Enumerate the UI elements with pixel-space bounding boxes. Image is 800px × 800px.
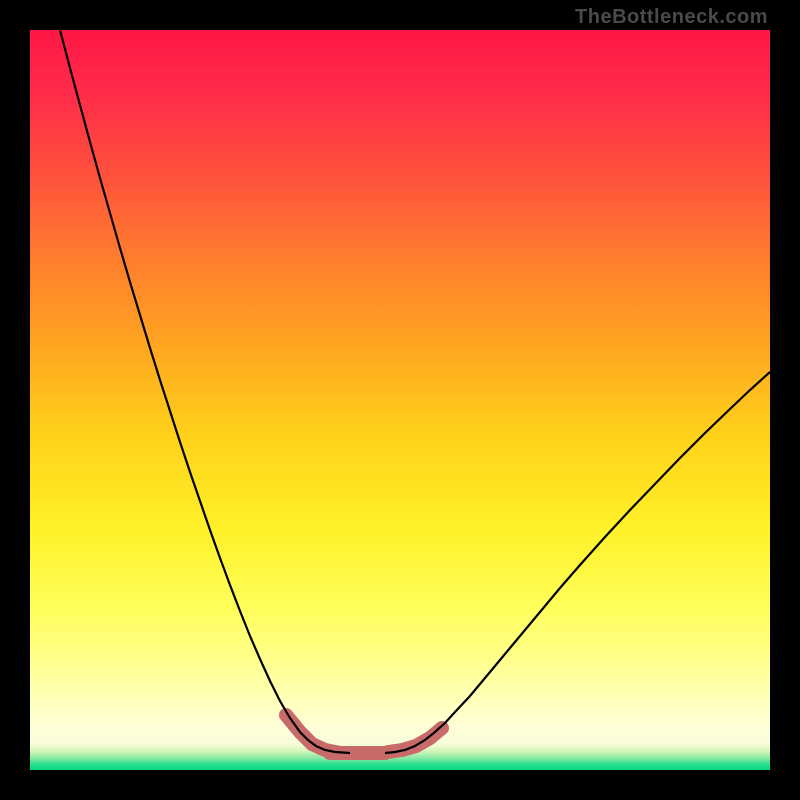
highlight-band <box>286 715 442 753</box>
chart-curves-layer <box>30 30 770 770</box>
chart-outer-frame: TheBottleneck.com <box>0 0 800 800</box>
watermark-text: TheBottleneck.com <box>575 6 768 29</box>
chart-plot-area <box>30 30 770 770</box>
curve-left <box>60 30 350 753</box>
curve-right <box>385 372 770 753</box>
